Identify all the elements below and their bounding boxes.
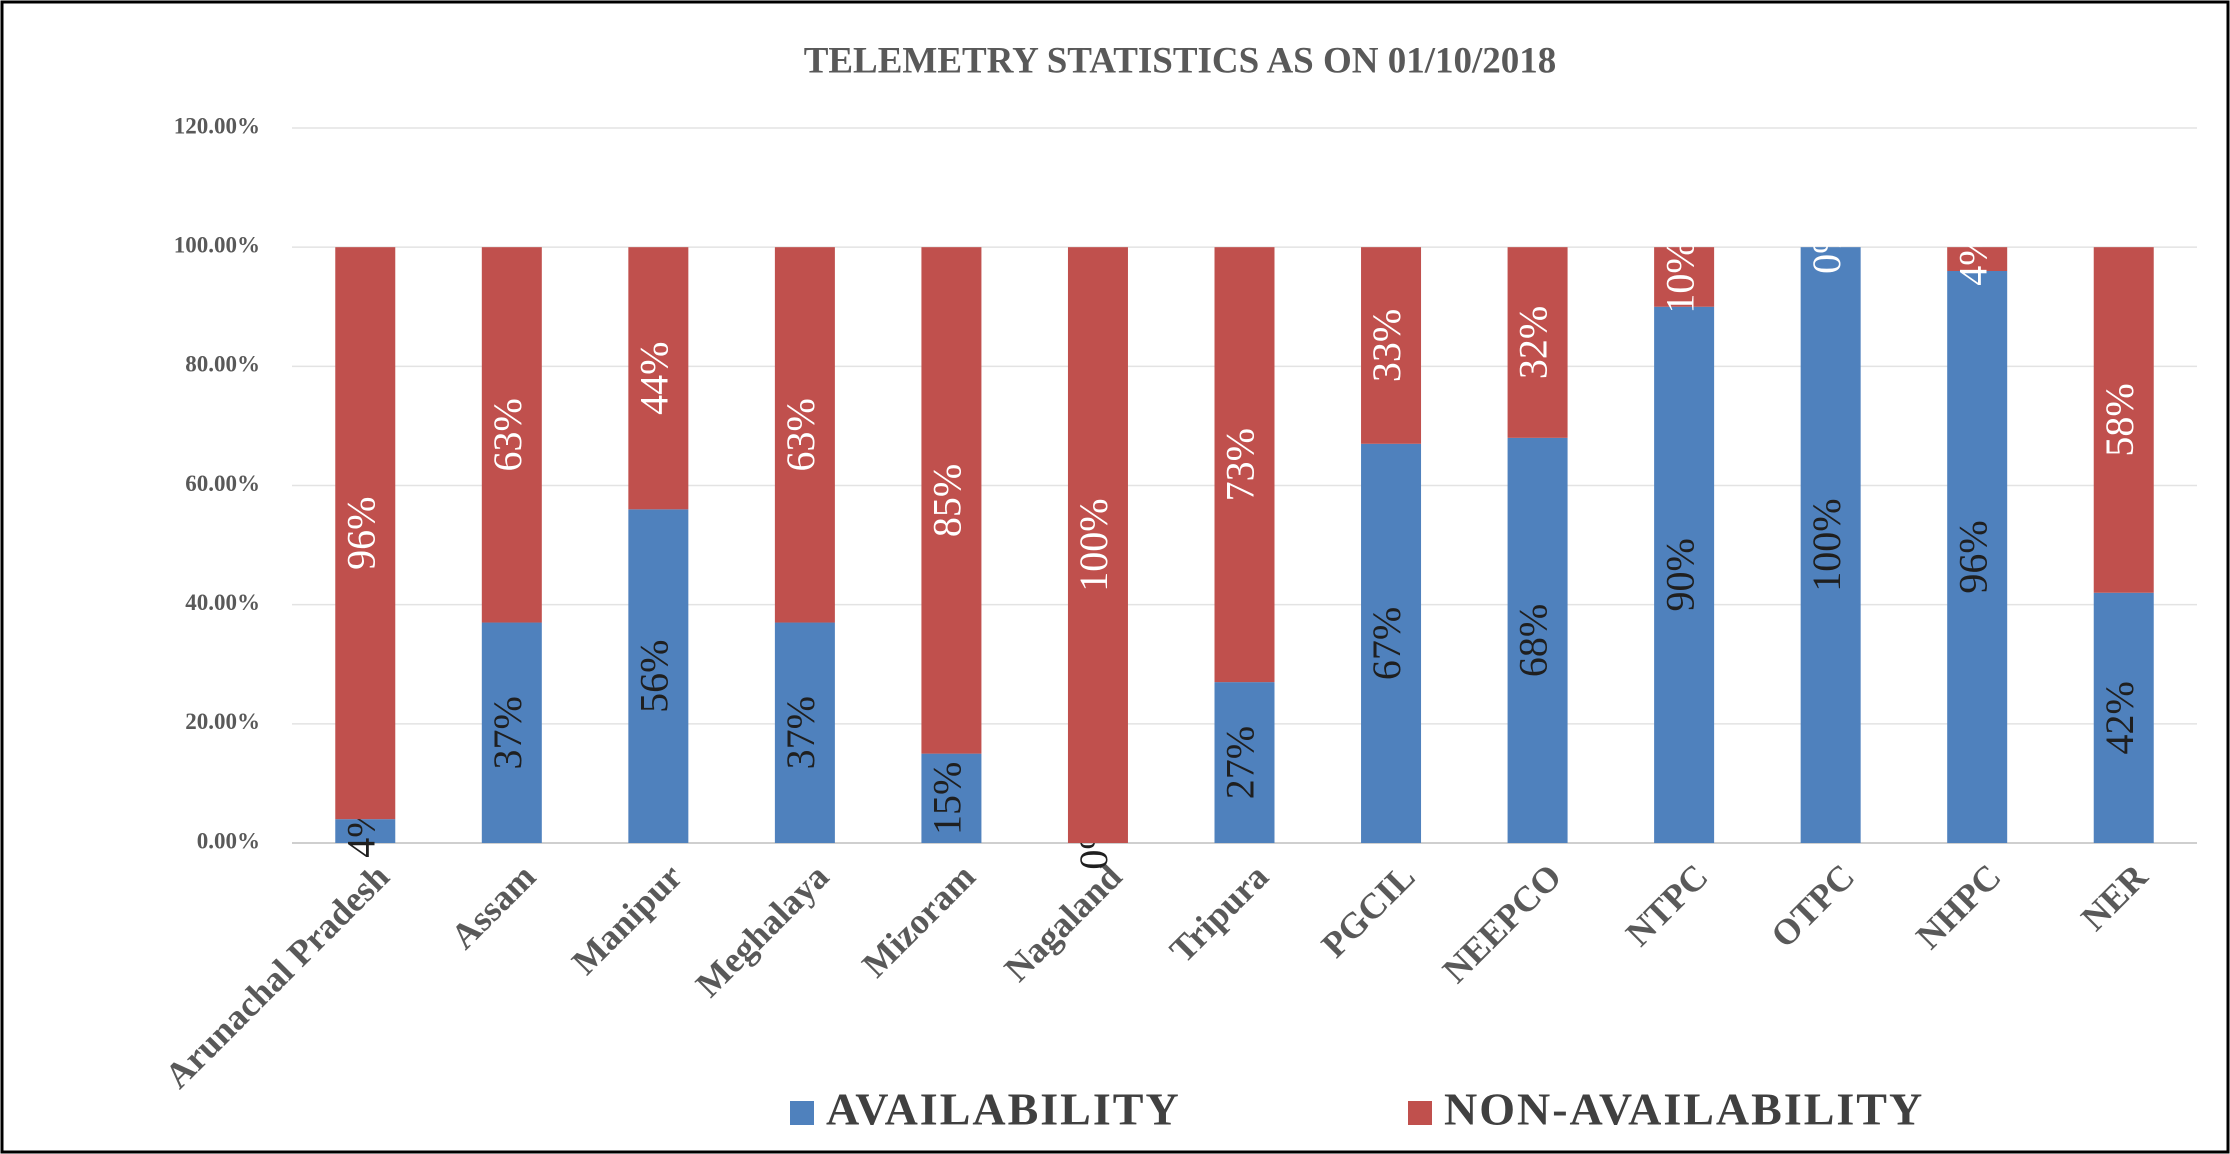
data-label: 58% (2097, 383, 2142, 456)
bar-segment (481, 247, 542, 623)
bar-segment (1214, 682, 1275, 843)
data-label: 10% (1657, 240, 1702, 313)
legend-swatch (1408, 1101, 1432, 1125)
data-label: 56% (632, 640, 677, 713)
data-label: 0% (1804, 221, 1849, 274)
data-label: 63% (778, 398, 823, 471)
data-label: 33% (1364, 309, 1409, 382)
data-label: 4% (1950, 232, 1995, 285)
data-label: 73% (1218, 428, 1263, 501)
legend-swatch (790, 1101, 814, 1125)
bar-segment (921, 247, 982, 754)
y-tick-label: 40.00% (185, 590, 260, 615)
data-label: 37% (778, 696, 823, 769)
data-label: 100% (1071, 498, 1116, 591)
bar-segment (1654, 247, 1715, 307)
bar-segment (1947, 247, 2008, 271)
data-label: 90% (1657, 538, 1702, 611)
bar-segment (2093, 592, 2154, 843)
legend-label: AVAILABILITY (826, 1084, 1181, 1135)
bar-segment (1507, 247, 1568, 438)
y-tick-label: 100.00% (174, 232, 260, 257)
data-label: 42% (2097, 681, 2142, 754)
bar-segment (1654, 306, 1715, 843)
chart-title: TELEMETRY STATISTICS AS ON 01/10/2018 (804, 40, 1557, 81)
bar-segment (1361, 247, 1422, 444)
y-tick-label: 120.00% (174, 113, 260, 138)
bar-segment (628, 509, 689, 843)
data-label: 15% (925, 762, 970, 835)
bar-segment (1947, 271, 2008, 843)
y-tick-label: 60.00% (185, 471, 260, 496)
data-label: 85% (925, 464, 970, 537)
bar-segment (1507, 437, 1568, 843)
data-label: 63% (485, 398, 530, 471)
bar-segment (335, 247, 396, 820)
y-tick-label: 20.00% (185, 709, 260, 734)
bar-segment (921, 753, 982, 843)
bar-segment (774, 247, 835, 623)
data-label: 67% (1364, 607, 1409, 680)
data-label: 96% (338, 497, 383, 570)
bar-segment (2093, 247, 2154, 593)
y-tick-label: 0.00% (197, 828, 260, 853)
bar-segment (1361, 443, 1422, 843)
bar-segment (628, 247, 689, 510)
data-label: 27% (1218, 726, 1263, 799)
bar-segment (1067, 247, 1128, 843)
bar-segment (1214, 247, 1275, 683)
data-label: 68% (1511, 604, 1556, 677)
data-label: 100% (1804, 498, 1849, 591)
bar-segment (774, 622, 835, 843)
data-label: 44% (632, 342, 677, 415)
y-tick-label: 80.00% (185, 352, 260, 377)
bar-segment (1800, 247, 1861, 843)
legend-label: NON-AVAILABILITY (1444, 1084, 1924, 1135)
data-label: 37% (485, 696, 530, 769)
bar-segment (335, 819, 396, 843)
bar-segment (481, 622, 542, 843)
data-label: 96% (1950, 520, 1995, 593)
data-label: 32% (1511, 306, 1556, 379)
